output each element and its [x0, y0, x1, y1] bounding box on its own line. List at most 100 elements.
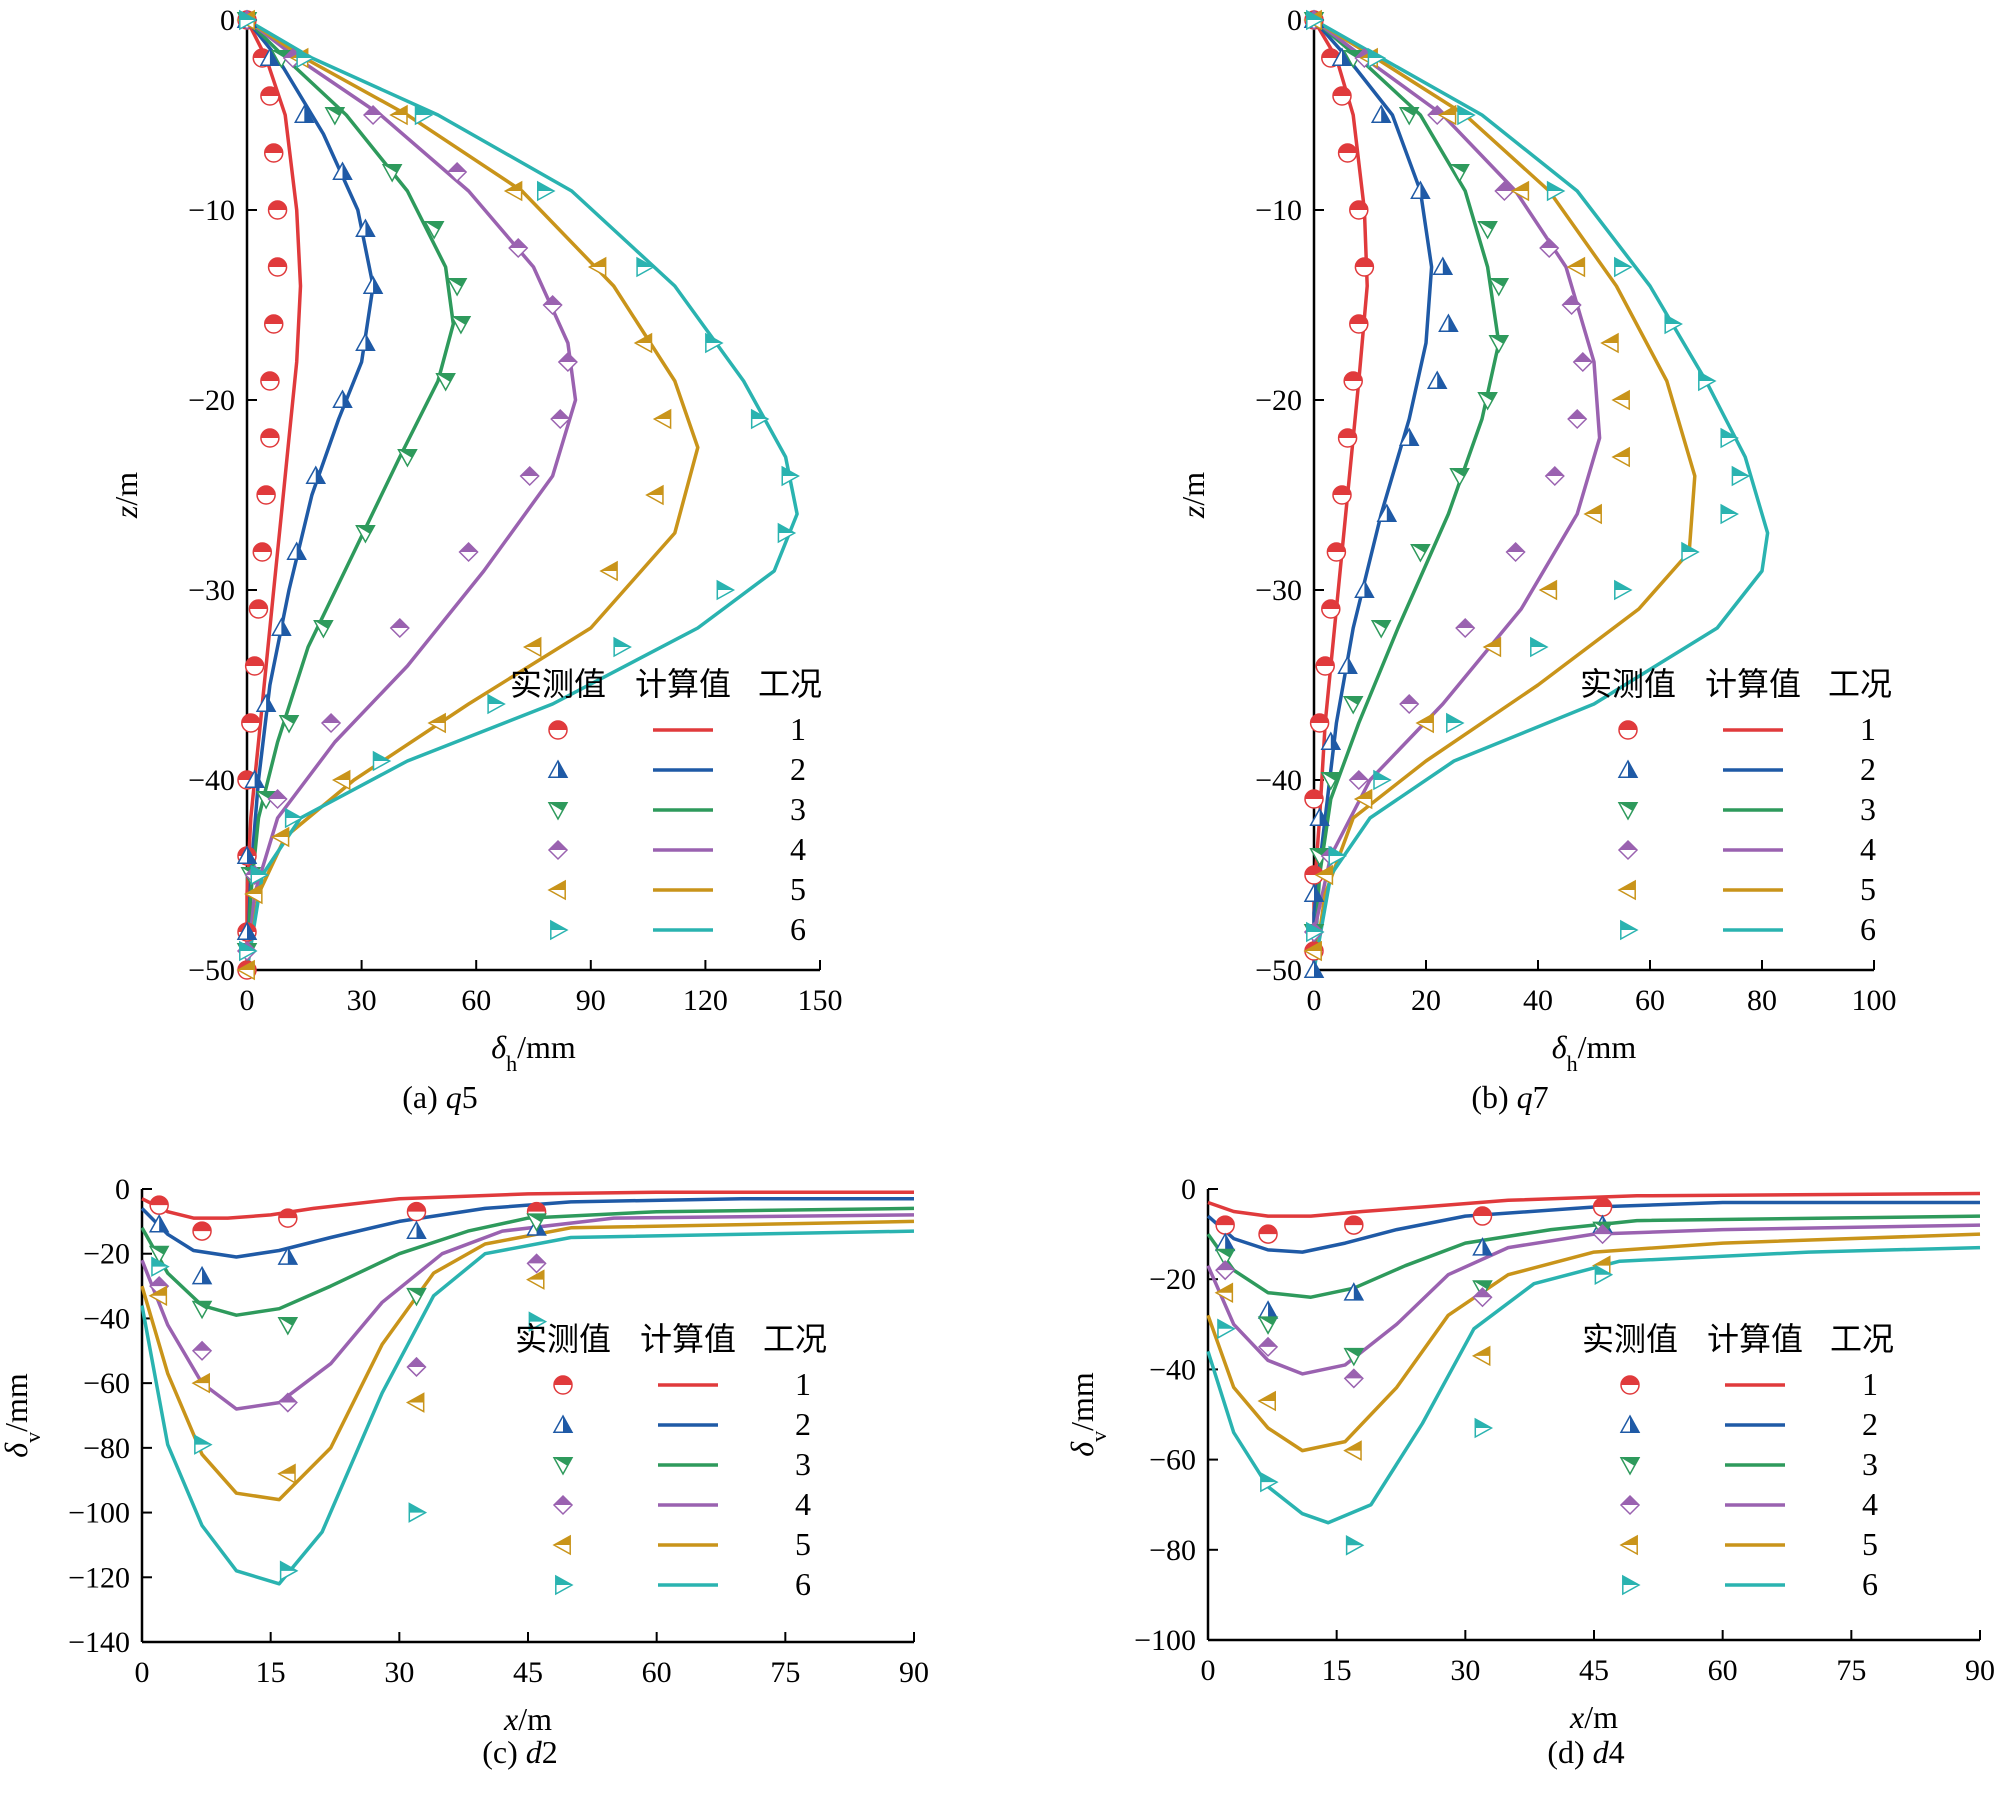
panel-caption: (d) d4 — [1547, 1734, 1624, 1770]
measured-point-2 — [244, 769, 265, 788]
measured-point-4 — [458, 541, 479, 563]
series-line-4 — [245, 18, 578, 970]
y-tick-label: −60 — [83, 1367, 130, 1400]
measured-point-4 — [1343, 1368, 1364, 1389]
legend-header-case: 工况 — [1828, 666, 1892, 702]
legend-marker-5 — [1617, 879, 1636, 901]
measured-point-1 — [1326, 542, 1347, 562]
legend-label-1: 1 — [795, 1366, 811, 1402]
legend-marker-4 — [1617, 839, 1639, 861]
legend-marker-4 — [552, 1494, 574, 1516]
measured-point-2 — [1410, 180, 1431, 199]
measured-point-6 — [151, 1256, 170, 1277]
legend-label-6: 6 — [790, 911, 806, 947]
series-line-2 — [140, 1196, 914, 1259]
measured-point-1 — [248, 599, 269, 619]
y-tick-label: −120 — [68, 1561, 130, 1594]
x-tick-label: 60 — [1635, 984, 1665, 1017]
measured-point-2 — [1331, 47, 1353, 66]
legend-label-4: 4 — [1862, 1486, 1878, 1522]
y-tick-label: −80 — [83, 1432, 130, 1465]
measured-point-1 — [1304, 789, 1324, 809]
measured-point-4 — [1427, 104, 1448, 126]
legend-label-2: 2 — [1862, 1406, 1878, 1442]
measured-point-2 — [1320, 731, 1342, 750]
legend-marker-3 — [547, 802, 569, 821]
measured-point-1 — [256, 485, 276, 505]
measured-point-6 — [1530, 636, 1549, 658]
measured-point-6 — [1367, 47, 1387, 69]
measured-point-1 — [278, 1208, 298, 1228]
measured-point-4 — [557, 351, 578, 373]
x-tick-label: 15 — [1322, 1654, 1352, 1687]
legend-label-3: 3 — [790, 791, 806, 827]
legend-label-6: 6 — [795, 1566, 811, 1602]
legend-marker-1 — [1618, 720, 1638, 740]
measured-point-5 — [270, 826, 290, 848]
legend-header-measured: 实测值 — [1582, 1321, 1678, 1357]
panel-caption: (a) q5 — [402, 1079, 478, 1115]
legend: 实测值 计算值 工况 1 2 3 4 5 6 — [1582, 1321, 1894, 1602]
measured-point-1 — [1472, 1206, 1493, 1226]
x-tick-label: 30 — [1450, 1654, 1480, 1687]
measured-point-3 — [1488, 278, 1510, 297]
measured-point-6 — [250, 864, 270, 886]
measured-point-2 — [191, 1265, 213, 1285]
x-tick-label: 0 — [135, 1656, 150, 1689]
measured-point-1 — [260, 86, 280, 106]
measured-point-4 — [526, 1253, 547, 1274]
measured-point-5 — [1437, 104, 1457, 126]
measured-point-1 — [252, 542, 273, 562]
series-line-3 — [245, 18, 456, 970]
measured-point-5 — [1343, 1440, 1362, 1461]
measured-point-5 — [1257, 1390, 1276, 1412]
measured-point-2 — [259, 47, 281, 66]
measured-point-2 — [1354, 579, 1375, 598]
measured-point-2 — [1303, 883, 1325, 902]
measured-point-1 — [1592, 1197, 1613, 1217]
measured-point-4 — [508, 237, 529, 259]
measured-point-3 — [355, 525, 376, 544]
measured-point-3 — [1370, 620, 1392, 639]
measured-point-2 — [355, 332, 376, 351]
legend-marker-5 — [552, 1534, 571, 1556]
series-line-2 — [1312, 18, 1434, 970]
measured-point-6 — [705, 332, 724, 354]
x-tick-label: 45 — [1579, 1654, 1609, 1687]
measured-point-1 — [1343, 371, 1363, 391]
measured-point-2 — [1472, 1237, 1493, 1256]
measured-point-5 — [633, 332, 653, 354]
measured-point-4 — [406, 1356, 427, 1378]
legend-label-4: 4 — [795, 1486, 811, 1522]
legend-marker-2 — [552, 1414, 574, 1433]
y-tick-label: −10 — [188, 194, 235, 227]
measured-point-5 — [1303, 940, 1322, 962]
x-tick-label: 75 — [770, 1656, 800, 1689]
measured-point-3 — [397, 449, 418, 468]
measured-point-4 — [320, 712, 342, 734]
measured-point-6 — [194, 1434, 213, 1455]
measured-point-6 — [1720, 503, 1739, 525]
measured-point-6 — [487, 693, 506, 715]
measured-point-2 — [1438, 313, 1459, 332]
measured-point-1 — [260, 428, 280, 448]
measured-point-4 — [1455, 617, 1476, 639]
measured-point-2 — [332, 161, 353, 180]
measured-point-4 — [542, 294, 563, 316]
measured-point-6 — [1260, 1471, 1279, 1493]
measured-point-5 — [244, 883, 263, 905]
measured-point-3 — [1488, 335, 1510, 354]
legend-label-2: 2 — [1860, 751, 1876, 787]
measured-point-4 — [267, 788, 288, 810]
measured-point-5 — [1415, 712, 1434, 734]
measured-point-5 — [1538, 579, 1558, 601]
measured-point-6 — [279, 1560, 299, 1582]
legend-header-computed: 计算值 — [635, 666, 731, 702]
legend-marker-3 — [1617, 802, 1639, 821]
measured-point-1 — [1349, 200, 1369, 220]
measured-point-1 — [1349, 314, 1369, 334]
legend-header-computed: 计算值 — [1707, 1321, 1803, 1357]
legend-label-3: 3 — [1862, 1446, 1878, 1482]
measured-point-4 — [1544, 465, 1565, 487]
legend-marker-2 — [547, 759, 569, 778]
